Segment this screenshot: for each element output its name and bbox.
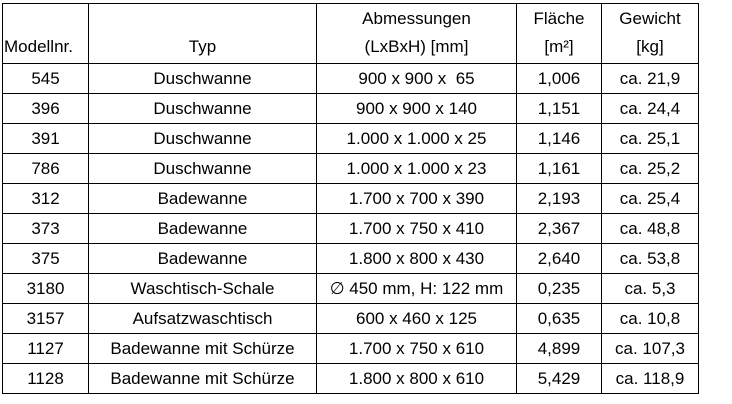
- table-row: 545 Duschwanne 900 x 900 x 65 1,006 ca. …: [2, 63, 699, 94]
- cell-area: 2,367: [516, 213, 602, 244]
- table-row: 373 Badewanne 1.700 x 750 x 410 2,367 ca…: [2, 213, 699, 244]
- cell-model-number: 3180: [2, 273, 89, 304]
- cell-dimensions: 900 x 900 x 65: [316, 63, 517, 94]
- cell-model-number: 375: [2, 243, 89, 274]
- table-row: 1128 Badewanne mit Schürze 1.800 x 800 x…: [2, 363, 699, 394]
- cell-type: Duschwanne: [88, 63, 317, 94]
- cell-weight: ca. 118,9: [601, 363, 699, 394]
- table-row: 3180 Waschtisch-Schale ∅ 450 mm, H: 122 …: [2, 273, 699, 304]
- cell-weight: ca. 48,8: [601, 213, 699, 244]
- cell-model-number: 391: [2, 123, 89, 154]
- cell-model-number: 1128: [2, 363, 89, 394]
- table-row: 396 Duschwanne 900 x 900 x 140 1,151 ca.…: [2, 93, 699, 124]
- product-table-container: Modellnr. Typ Abmessungen (LxBxH) [mm] F…: [2, 3, 699, 394]
- cell-area: 5,429: [516, 363, 602, 394]
- cell-area: 0,635: [516, 303, 602, 334]
- cell-area: 1,151: [516, 93, 602, 124]
- table-row: 1127 Badewanne mit Schürze 1.700 x 750 x…: [2, 333, 699, 364]
- cell-type: Badewanne mit Schürze: [88, 363, 317, 394]
- cell-dimensions: 1.700 x 750 x 410: [316, 213, 517, 244]
- cell-model-number: 545: [2, 63, 89, 94]
- table-row: 786 Duschwanne 1.000 x 1.000 x 23 1,161 …: [2, 153, 699, 184]
- table-row: 375 Badewanne 1.800 x 800 x 430 2,640 ca…: [2, 243, 699, 274]
- cell-area: 1,146: [516, 123, 602, 154]
- cell-weight: ca. 10,8: [601, 303, 699, 334]
- cell-dimensions: 1.700 x 700 x 390: [316, 183, 517, 214]
- cell-area: 0,235: [516, 273, 602, 304]
- cell-area: 1,161: [516, 153, 602, 184]
- cell-model-number: 312: [2, 183, 89, 214]
- product-table: Modellnr. Typ Abmessungen (LxBxH) [mm] F…: [2, 3, 699, 394]
- cell-type: Badewanne: [88, 183, 317, 214]
- cell-model-number: 786: [2, 153, 89, 184]
- table-row: 312 Badewanne 1.700 x 700 x 390 2,193 ca…: [2, 183, 699, 214]
- cell-weight: ca. 25,2: [601, 153, 699, 184]
- cell-weight: ca. 107,3: [601, 333, 699, 364]
- table-body: 545 Duschwanne 900 x 900 x 65 1,006 ca. …: [2, 63, 699, 394]
- cell-model-number: 396: [2, 93, 89, 124]
- cell-area: 2,193: [516, 183, 602, 214]
- cell-type: Badewanne: [88, 243, 317, 274]
- cell-area: 1,006: [516, 63, 602, 94]
- cell-weight: ca. 25,1: [601, 123, 699, 154]
- cell-weight: ca. 53,8: [601, 243, 699, 274]
- cell-dimensions: 900 x 900 x 140: [316, 93, 517, 124]
- cell-dimensions: 1.000 x 1.000 x 23: [316, 153, 517, 184]
- cell-dimensions: 1.800 x 800 x 610: [316, 363, 517, 394]
- cell-type: Badewanne: [88, 213, 317, 244]
- cell-area: 2,640: [516, 243, 602, 274]
- cell-weight: ca. 25,4: [601, 183, 699, 214]
- header-dimensions: Abmessungen (LxBxH) [mm]: [316, 3, 517, 64]
- cell-dimensions: 1.800 x 800 x 430: [316, 243, 517, 274]
- header-weight: Gewicht [kg]: [601, 3, 699, 64]
- cell-model-number: 3157: [2, 303, 89, 334]
- cell-type: Aufsatzwaschtisch: [88, 303, 317, 334]
- cell-type: Duschwanne: [88, 93, 317, 124]
- header-row: Modellnr. Typ Abmessungen (LxBxH) [mm] F…: [2, 3, 699, 64]
- cell-model-number: 1127: [2, 333, 89, 364]
- cell-dimensions: 600 x 460 x 125: [316, 303, 517, 334]
- cell-area: 4,899: [516, 333, 602, 364]
- cell-weight: ca. 21,9: [601, 63, 699, 94]
- cell-dimensions: 1.700 x 750 x 610: [316, 333, 517, 364]
- table-row: 391 Duschwanne 1.000 x 1.000 x 25 1,146 …: [2, 123, 699, 154]
- cell-type: Duschwanne: [88, 153, 317, 184]
- cell-type: Waschtisch-Schale: [88, 273, 317, 304]
- header-model-number: Modellnr.: [2, 3, 89, 64]
- cell-dimensions: ∅ 450 mm, H: 122 mm: [316, 273, 517, 304]
- cell-weight: ca. 5,3: [601, 273, 699, 304]
- header-area: Fläche [m²]: [516, 3, 602, 64]
- header-type: Typ: [88, 3, 317, 64]
- cell-dimensions: 1.000 x 1.000 x 25: [316, 123, 517, 154]
- cell-type: Duschwanne: [88, 123, 317, 154]
- cell-weight: ca. 24,4: [601, 93, 699, 124]
- cell-model-number: 373: [2, 213, 89, 244]
- table-row: 3157 Aufsatzwaschtisch 600 x 460 x 125 0…: [2, 303, 699, 334]
- cell-type: Badewanne mit Schürze: [88, 333, 317, 364]
